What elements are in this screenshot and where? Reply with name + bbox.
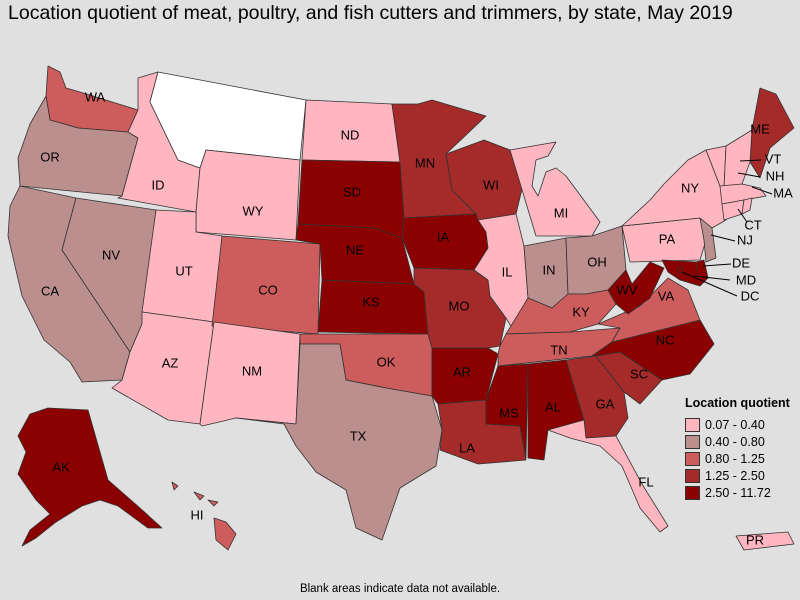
state-label-wi: WI	[483, 177, 499, 192]
state-label-fl: FL	[638, 474, 653, 489]
legend-swatch	[685, 417, 700, 432]
state-label-co: CO	[258, 282, 278, 297]
state-label-az: AZ	[162, 355, 179, 370]
state-label-wa: WA	[85, 89, 106, 104]
state-label-nj: NJ	[737, 232, 753, 247]
state-label-pa: PA	[659, 231, 676, 246]
state-ms	[485, 363, 529, 459]
legend-swatch	[685, 451, 700, 466]
footnote: Blank areas indicate data not available.	[299, 583, 501, 595]
state-label-ia: IA	[437, 229, 450, 244]
state-label-nc: NC	[656, 332, 675, 347]
state-label-mn: MN	[415, 155, 435, 170]
state-label-ar: AR	[453, 364, 471, 379]
state-label-vt: VT	[765, 151, 782, 166]
state-il	[473, 213, 529, 329]
state-label-tn: TN	[550, 342, 567, 357]
legend-label: 0.40 - 0.80	[705, 434, 765, 449]
state-label-ct: CT	[744, 217, 761, 232]
legend-label: 1.25 - 2.50	[705, 468, 765, 483]
legend-item: 0.07 - 0.40	[685, 416, 800, 433]
state-label-sd: SD	[343, 184, 361, 199]
state-label-ga: GA	[596, 396, 615, 411]
legend-item: 0.40 - 0.80	[685, 433, 800, 450]
state-label-in: IN	[543, 262, 556, 277]
state-ky	[505, 289, 617, 335]
state-wy	[195, 149, 301, 241]
state-label-md: MD	[736, 272, 756, 287]
legend-title: Location quotient	[685, 396, 790, 410]
state-label-nd: ND	[341, 127, 360, 142]
state-ak	[17, 407, 163, 547]
state-label-ks: KS	[362, 294, 380, 309]
state-nj	[699, 217, 717, 263]
state-label-pr: PR	[746, 532, 764, 547]
state-label-va: VA	[658, 288, 675, 303]
state-dc	[676, 266, 684, 274]
state-ma	[719, 183, 767, 205]
state-label-ma: MA	[773, 185, 793, 200]
legend-swatch	[685, 485, 700, 500]
state-ct	[721, 199, 745, 221]
legend-label: 2.50 - 11.72	[705, 485, 771, 500]
state-label-wy: WY	[243, 203, 264, 218]
legend-label: 0.80 - 1.25	[705, 451, 765, 466]
map-legend: Location quotient 0.07 - 0.40 0.40 - 0.8…	[685, 396, 800, 501]
legend-item: 1.25 - 2.50	[685, 467, 800, 484]
state-label-dc: DC	[741, 288, 760, 303]
legend-item: 2.50 - 11.72	[685, 484, 800, 501]
state-mi	[509, 141, 601, 237]
map-title: Location quotient of meat, poultry, and …	[8, 2, 733, 24]
legend-label: 0.07 - 0.40	[705, 417, 765, 432]
state-tx	[235, 343, 443, 541]
state-label-wv: WV	[617, 282, 638, 297]
legend-swatch	[685, 468, 700, 483]
state-ri	[741, 197, 753, 215]
state-label-ky: KY	[572, 304, 590, 319]
state-label-oh: OH	[587, 254, 607, 269]
state-label-mo: MO	[449, 298, 470, 313]
state-label-la: LA	[459, 440, 475, 455]
state-label-id: ID	[152, 177, 165, 192]
state-pr	[735, 531, 795, 551]
label-leader-lines	[681, 159, 773, 297]
state-nh	[723, 129, 753, 189]
state-label-nh: NH	[766, 168, 785, 183]
legend-item: 0.80 - 1.25	[685, 450, 800, 467]
state-me	[749, 87, 795, 179]
legend-swatch	[685, 434, 700, 449]
state-label-ut: UT	[175, 263, 192, 278]
state-hi	[171, 481, 237, 551]
state-label-ms: MS	[499, 405, 519, 420]
state-label-hi: HI	[191, 507, 204, 522]
state-label-mi: MI	[554, 205, 568, 220]
state-label-nm: NM	[242, 363, 262, 378]
state-label-al: AL	[545, 399, 561, 414]
state-label-tx: TX	[350, 428, 367, 443]
state-label-ok: OK	[377, 354, 396, 369]
state-label-de: DE	[732, 255, 750, 270]
state-label-or: OR	[40, 149, 60, 164]
state-label-ne: NE	[346, 242, 364, 257]
state-label-ak: AK	[52, 459, 70, 474]
state-label-me: ME	[750, 121, 770, 136]
state-wv	[607, 261, 665, 315]
state-label-il: IL	[502, 264, 513, 279]
state-label-sc: SC	[630, 366, 648, 381]
state-label-ny: NY	[681, 180, 699, 195]
state-label-ca: CA	[41, 283, 59, 298]
state-fl	[547, 419, 669, 533]
state-label-nv: NV	[102, 247, 120, 262]
